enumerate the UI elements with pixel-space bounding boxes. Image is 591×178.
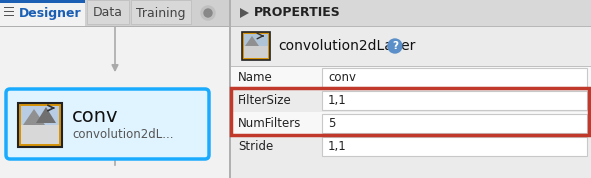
Bar [230,112,591,135]
Bar [322,68,587,87]
Text: ?: ? [392,41,398,51]
Bar [0,0,230,26]
Polygon shape [240,8,249,18]
Bar [131,0,191,24]
Text: convolution2dLayer: convolution2dLayer [278,39,415,53]
Polygon shape [36,107,56,123]
Bar [230,88,591,89]
Text: NumFilters: NumFilters [238,117,301,130]
Bar [18,103,62,147]
Bar [230,0,591,178]
Bar [322,91,587,110]
Text: conv: conv [72,106,119,125]
Text: Name: Name [238,71,273,84]
Bar [230,26,591,66]
Bar [0,0,230,178]
Polygon shape [245,36,259,46]
Bar [322,114,587,133]
Bar [0,0,85,26]
Bar [0,26,230,27]
Bar [4,14,14,16]
Bar [230,66,591,67]
Bar [229,0,231,178]
Circle shape [388,39,402,53]
Polygon shape [23,109,45,125]
Bar [230,66,591,89]
Bar [322,137,587,156]
Bar [244,34,268,46]
Bar [242,32,270,60]
Bar [230,0,591,26]
Text: conv: conv [328,71,356,84]
FancyBboxPatch shape [6,89,209,159]
Text: 1,1: 1,1 [328,140,347,153]
Bar [230,135,591,158]
Text: Designer: Designer [19,7,82,20]
Bar [21,125,59,144]
Text: Data: Data [93,7,123,20]
Bar [230,89,591,112]
Text: 5: 5 [328,117,335,130]
Text: 1,1: 1,1 [328,94,347,107]
Bar [231,88,589,135]
Bar [230,26,591,27]
Text: convolution2dL...: convolution2dL... [72,129,174,142]
Bar [21,106,59,144]
Bar [230,111,591,112]
Bar [244,34,268,58]
Bar [87,0,129,24]
Bar [4,11,14,12]
Bar [244,46,268,58]
Circle shape [201,6,215,20]
Circle shape [204,9,212,17]
Bar [21,106,59,125]
Text: PROPERTIES: PROPERTIES [254,7,341,20]
Bar [0,0,85,3]
Text: Training: Training [137,7,186,20]
Text: Stride: Stride [238,140,273,153]
Text: FilterSize: FilterSize [238,94,292,107]
Bar [4,7,14,8]
